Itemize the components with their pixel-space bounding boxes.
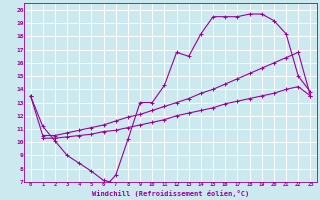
X-axis label: Windchill (Refroidissement éolien,°C): Windchill (Refroidissement éolien,°C) — [92, 190, 249, 197]
